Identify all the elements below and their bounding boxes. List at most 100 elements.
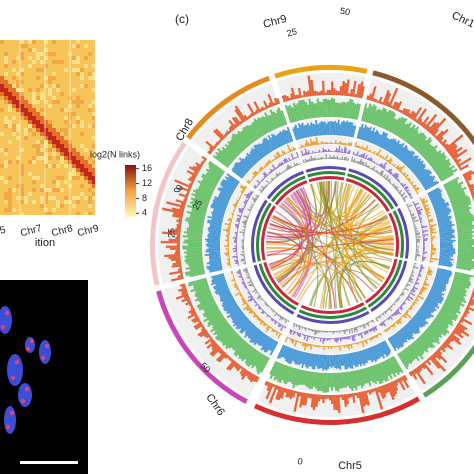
heat-cell [24,92,28,96]
heat-cell [60,104,64,108]
track-bar [280,110,288,125]
track-bar [223,301,237,311]
heat-cell [20,176,24,180]
track-bar [243,244,245,246]
heat-cell [84,192,88,196]
heat-cell [40,72,44,76]
track-bar [410,274,415,277]
heat-cell [64,52,68,56]
heat-cell [52,84,56,88]
track-bar [334,345,337,347]
track-bar [436,272,451,278]
track-bar [228,225,231,228]
track-bar [230,264,232,267]
track-bar [414,186,419,191]
track-bar [322,141,324,145]
track-bar [207,215,223,222]
track-bar [166,201,186,209]
track-bar [277,386,284,401]
heat-cell [40,128,44,132]
track-bar [455,266,472,271]
track-bar [278,173,281,176]
track-bar [407,130,419,145]
track-bar [171,207,185,213]
track-bar [215,128,226,139]
track-bar [401,126,412,140]
track-bar [290,165,293,169]
track-bar [393,164,397,168]
heat-cell [56,180,60,184]
track-bar [185,193,189,197]
track-bar [291,107,298,122]
track-bar [187,187,192,191]
track-bar [336,142,338,145]
heat-cell [28,212,32,215]
heat-cell [4,64,8,68]
track-bar [226,236,230,239]
track-bar [425,210,429,214]
track-bar [287,164,291,170]
track-bar [245,224,247,227]
track-bar [439,346,446,353]
track-bar [415,252,417,254]
heat-cell [44,76,48,80]
heat-cell [16,92,20,96]
heat-cell [60,124,64,128]
track-bar [340,158,342,160]
track-bar [411,160,424,172]
heat-cell [28,112,32,116]
heat-cell [28,108,32,112]
heat-cell [92,136,95,140]
track-bar [341,394,345,401]
track-bar [272,111,281,128]
track-bar [470,192,474,196]
heat-cell [88,52,92,56]
track-bar [301,392,307,406]
track-bar [273,168,276,171]
track-bar [357,155,360,157]
heat-cell [36,76,40,80]
heat-cell [88,108,92,112]
chromosome-arc [372,70,474,146]
heat-cell [80,60,84,64]
track-bar [281,317,285,321]
track-bar [294,339,297,342]
track-bar [363,339,367,344]
heat-cell [64,40,68,44]
track-bar [421,286,428,290]
heat-cell [16,208,20,212]
track-bar [420,363,426,370]
track-bar [446,184,462,193]
heat-cell [8,172,12,176]
track-bar [395,165,400,170]
track-bar [419,335,433,349]
heat-cell [4,180,8,184]
track-bar [203,310,221,323]
track-bar [257,317,261,321]
heat-cell [60,120,64,124]
track-bar [349,88,354,97]
track-bar [384,168,386,171]
track-bar [219,290,231,297]
heat-cell [4,184,8,188]
track-bar [311,353,316,370]
track-bar [296,332,299,336]
track-bar [292,368,300,389]
track-bar [420,221,423,224]
track-bar [191,316,200,322]
track-bar [293,165,295,168]
track-bar [377,316,379,319]
track-bar [300,351,305,364]
heat-cell [76,120,80,124]
track-bar [433,318,448,330]
track-bar [263,100,269,110]
track-bar [333,143,335,145]
track-bar [383,320,385,323]
heat-cell [44,160,48,164]
heat-cell [56,140,60,144]
heat-cell [56,196,60,200]
track-bar [423,145,438,159]
track-bar [238,209,244,213]
heat-cell [60,188,64,192]
